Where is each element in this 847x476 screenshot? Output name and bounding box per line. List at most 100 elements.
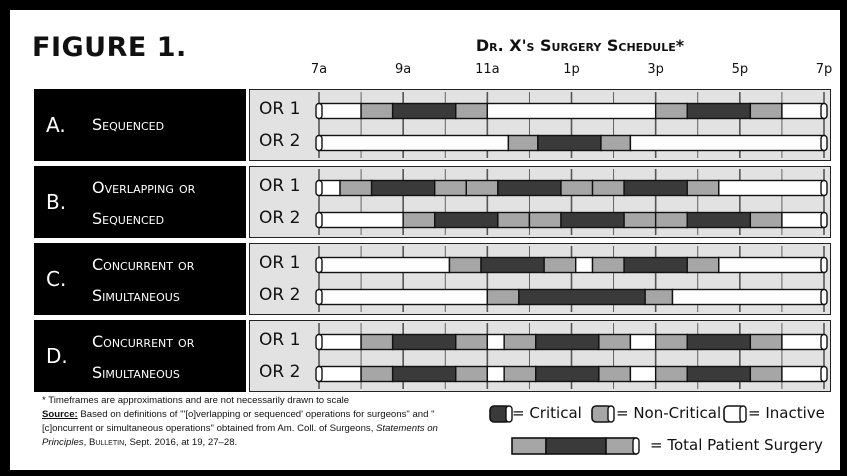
segment-critical: [537, 134, 602, 152]
segment-non-critical: [749, 211, 783, 229]
segment-non-critical: [543, 256, 577, 274]
segment-inactive: [781, 102, 825, 120]
section-name-line: Sequenced: [92, 209, 165, 228]
segment-non-critical: [654, 211, 688, 229]
segment-non-critical: [591, 256, 625, 274]
bar-cap-left: [315, 134, 323, 152]
segment-inactive: [781, 365, 825, 383]
section-b: B. Overlapping or Sequenced: [34, 166, 246, 238]
section-c: C. Concurrent or Simultaneous: [34, 243, 246, 315]
segment-non-critical: [749, 333, 783, 351]
segment-inactive: [629, 365, 657, 383]
section-name-line: Simultaneous: [92, 363, 180, 382]
segment-inactive: [318, 288, 489, 306]
room-label-2: OR 2: [259, 362, 301, 382]
segment-non-critical: [686, 256, 720, 274]
legend-critical-icon-cap: [505, 405, 513, 423]
section-letter: B.: [46, 190, 67, 214]
legend-inactive-label: = Inactive: [748, 404, 825, 422]
segment-non-critical: [654, 102, 688, 120]
segment-critical: [686, 365, 752, 383]
time-label-7p: 7p: [815, 62, 833, 77]
source-label: Source:: [42, 409, 78, 420]
segment-non-critical: [591, 179, 625, 197]
time-label-11a: 11a: [475, 62, 500, 77]
segment-non-critical: [598, 333, 632, 351]
room-label-2: OR 2: [259, 208, 301, 228]
source-text-2: ,: [83, 437, 89, 448]
segment-inactive: [486, 102, 657, 120]
section-name: Concurrent or Simultaneous: [92, 326, 242, 388]
segment-critical: [391, 102, 457, 120]
segment-critical: [480, 256, 545, 274]
section-name: Sequenced: [92, 109, 242, 171]
time-label-7a: 7a: [310, 62, 328, 77]
section-letter: C.: [46, 267, 67, 291]
section-letter: D.: [46, 344, 68, 368]
segment-non-critical: [503, 333, 537, 351]
segment-inactive: [318, 256, 451, 274]
bar-cap-right: [820, 288, 828, 306]
section-name: Concurrent or Simultaneous: [92, 249, 242, 311]
segment-non-critical: [598, 365, 632, 383]
bar-cap-left: [315, 333, 323, 351]
legend-non-critical-label: = Non-Critical: [616, 404, 722, 422]
segment-non-critical: [434, 179, 467, 197]
legend-non-critical-icon-cap: [607, 405, 615, 423]
bar-cap-left: [315, 365, 323, 383]
segment-critical: [391, 365, 457, 383]
footnote-asterisk: * Timeframes are approximations and are …: [42, 395, 350, 406]
segment-inactive: [318, 102, 362, 120]
segment-critical: [535, 333, 600, 351]
segment-critical: [391, 333, 457, 351]
section-name: Overlapping or Sequenced: [92, 172, 242, 234]
section-name-line: Sequenced: [92, 115, 165, 134]
segment-non-critical: [503, 365, 537, 383]
section-a: A. Sequenced: [34, 89, 246, 161]
section-name-line: Concurrent or: [92, 332, 195, 351]
legend-total-cap: [632, 437, 640, 455]
bar-cap-right: [820, 256, 828, 274]
segment-non-critical: [360, 333, 394, 351]
time-label-1p: 1p: [563, 62, 580, 77]
segment-inactive: [718, 179, 825, 197]
segment-non-critical: [465, 179, 499, 197]
segment-non-critical: [749, 102, 783, 120]
segment-non-critical: [455, 365, 489, 383]
section-letter: A.: [46, 113, 66, 137]
legend-inactive-icon-cap: [739, 405, 747, 423]
segment-non-critical: [600, 134, 632, 152]
bar-cap-left: [315, 179, 323, 197]
segment-inactive: [318, 365, 362, 383]
segment-inactive: [718, 256, 825, 274]
segment-non-critical: [654, 365, 688, 383]
segment-inactive: [671, 288, 825, 306]
segment-non-critical: [528, 211, 562, 229]
segment-non-critical: [749, 365, 783, 383]
segment-critical: [686, 333, 752, 351]
segment-inactive: [629, 333, 657, 351]
bar-cap-left: [315, 102, 323, 120]
time-label-3p: 3p: [647, 62, 664, 77]
bar-cap-right: [820, 102, 828, 120]
segment-critical: [623, 256, 688, 274]
legend-total-noncrit-left: [511, 437, 547, 455]
segment-critical: [535, 365, 600, 383]
room-label-1: OR 1: [259, 99, 301, 119]
segment-non-critical: [623, 211, 657, 229]
bar-cap-right: [820, 211, 828, 229]
section-d: D. Concurrent or Simultaneous: [34, 320, 246, 392]
room-label-1: OR 1: [259, 176, 301, 196]
segment-inactive: [781, 333, 825, 351]
time-label-5p: 5p: [731, 62, 749, 77]
section-name-line: Simultaneous: [92, 286, 180, 305]
segment-critical: [434, 211, 499, 229]
footnote-source: Source: Based on definitions of "'[o]ver…: [42, 408, 462, 450]
room-label-1: OR 1: [259, 253, 301, 273]
segment-non-critical: [339, 179, 373, 197]
legend-total-label: = Total Patient Surgery: [650, 436, 823, 454]
segment-inactive: [575, 256, 594, 274]
footnote: * Timeframes are approximations and are …: [42, 394, 462, 450]
segment-inactive: [318, 211, 404, 229]
segment-inactive: [781, 211, 825, 229]
